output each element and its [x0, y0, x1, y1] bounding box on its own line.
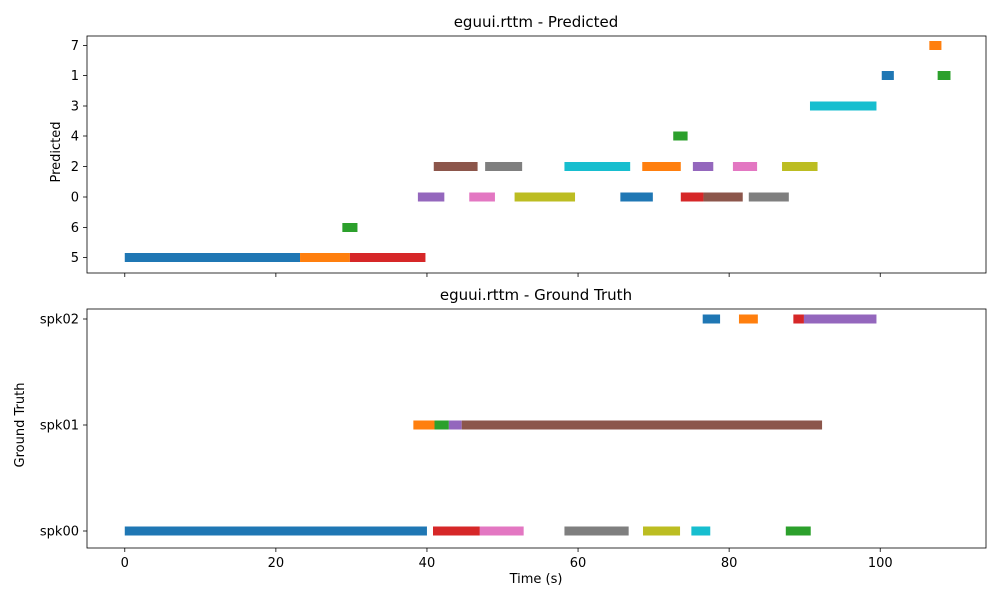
predicted-segments: [124, 41, 951, 262]
predicted-x-ticks: [124, 273, 881, 277]
predicted-segment-2-15: [692, 162, 714, 171]
ground-truth-segment-spk00-1: [433, 526, 480, 536]
predicted-segment-2-11: [433, 162, 478, 171]
ground-truth-x-tick-label-80: 80: [721, 556, 738, 571]
predicted-y-tick-label-2: 2: [71, 160, 79, 175]
predicted-y-tick-label-7: 7: [71, 39, 79, 54]
ground-truth-x-tick-label-100: 100: [868, 556, 893, 571]
predicted-segment-2-14: [642, 162, 681, 171]
predicted-segment-0-6: [514, 192, 576, 202]
ground-truth-panel: eguui.rttm - Ground Truth Ground Truth s…: [13, 286, 987, 587]
predicted-y-tick-label-5: 5: [71, 251, 79, 266]
predicted-segment-1-21: [937, 71, 951, 80]
predicted-segment-0-5: [469, 192, 495, 202]
predicted-y-ticks: 5 6 0 2 4 3 1 7: [71, 39, 87, 266]
predicted-y-tick-label-6: 6: [71, 221, 79, 236]
ground-truth-segment-spk00-4: [643, 526, 681, 536]
predicted-segment-0-4: [417, 192, 445, 202]
predicted-segment-0-10: [748, 192, 789, 202]
predicted-segment-1-20: [881, 71, 894, 80]
ground-truth-segment-spk02-13: [793, 314, 804, 324]
predicted-segment-2-17: [782, 162, 818, 171]
ground-truth-x-tick-label-0: 0: [121, 556, 129, 571]
predicted-segment-5-2: [349, 253, 426, 262]
predicted-segment-0-9: [703, 192, 743, 202]
ground-truth-segment-spk00-5: [691, 526, 711, 536]
ground-truth-segment-spk01-9: [448, 420, 462, 430]
predicted-segment-2-12: [485, 162, 523, 171]
ground-truth-segment-spk00-6: [785, 526, 811, 536]
predicted-segment-4-18: [673, 131, 688, 141]
predicted-panel: eguui.rttm - Predicted Predicted 5 6 0 2 4 3 1…: [49, 13, 987, 277]
predicted-title: eguui.rttm - Predicted: [454, 13, 619, 31]
ground-truth-segment-spk01-8: [434, 420, 449, 430]
predicted-y-axis-label: Predicted: [49, 121, 64, 182]
ground-truth-x-tick-label-60: 60: [570, 556, 587, 571]
predicted-segment-5-1: [300, 253, 350, 262]
predicted-segment-0-7: [620, 192, 653, 202]
predicted-y-tick-label-0: 0: [71, 191, 79, 206]
ground-truth-plot-frame: [86, 308, 987, 549]
predicted-segment-5-0: [124, 253, 301, 262]
predicted-y-tick-label-4: 4: [71, 130, 79, 145]
ground-truth-segment-spk00-3: [564, 526, 629, 536]
ground-truth-x-tick-label-20: 20: [268, 556, 285, 571]
predicted-segment-6-3: [342, 223, 358, 232]
ground-truth-segments: [124, 314, 877, 536]
ground-truth-y-tick-label-spk02: spk02: [40, 313, 79, 328]
predicted-y-tick-label-3: 3: [71, 100, 79, 115]
ground-truth-segment-spk00-2: [479, 526, 524, 536]
ground-truth-y-tick-label-spk01: spk01: [40, 419, 79, 434]
ground-truth-y-tick-label-spk00: spk00: [40, 525, 79, 540]
ground-truth-segment-spk02-14: [803, 314, 877, 324]
predicted-y-tick-label-1: 1: [71, 69, 79, 84]
predicted-segment-2-16: [732, 162, 758, 171]
ground-truth-segment-spk01-10: [461, 420, 823, 430]
ground-truth-segment-spk02-11: [702, 314, 721, 324]
predicted-segment-3-19: [809, 101, 877, 111]
ground-truth-y-ticks: spk00 spk01 spk02: [40, 313, 87, 540]
predicted-segment-7-22: [929, 41, 942, 50]
ground-truth-segment-spk01-7: [413, 420, 435, 430]
predicted-plot-frame: [86, 35, 987, 274]
predicted-segment-2-13: [564, 162, 631, 171]
ground-truth-x-ticks: 0 20 40 60 80 100: [121, 548, 893, 571]
ground-truth-x-tick-label-40: 40: [419, 556, 436, 571]
predicted-segment-0-8: [680, 192, 704, 202]
ground-truth-y-axis-label: Ground Truth: [13, 383, 28, 468]
ground-truth-segment-spk00-0: [124, 526, 427, 536]
time-x-axis-label: Time (s): [509, 572, 563, 587]
ground-truth-title: eguui.rttm - Ground Truth: [440, 286, 632, 304]
ground-truth-segment-spk02-12: [738, 314, 758, 324]
